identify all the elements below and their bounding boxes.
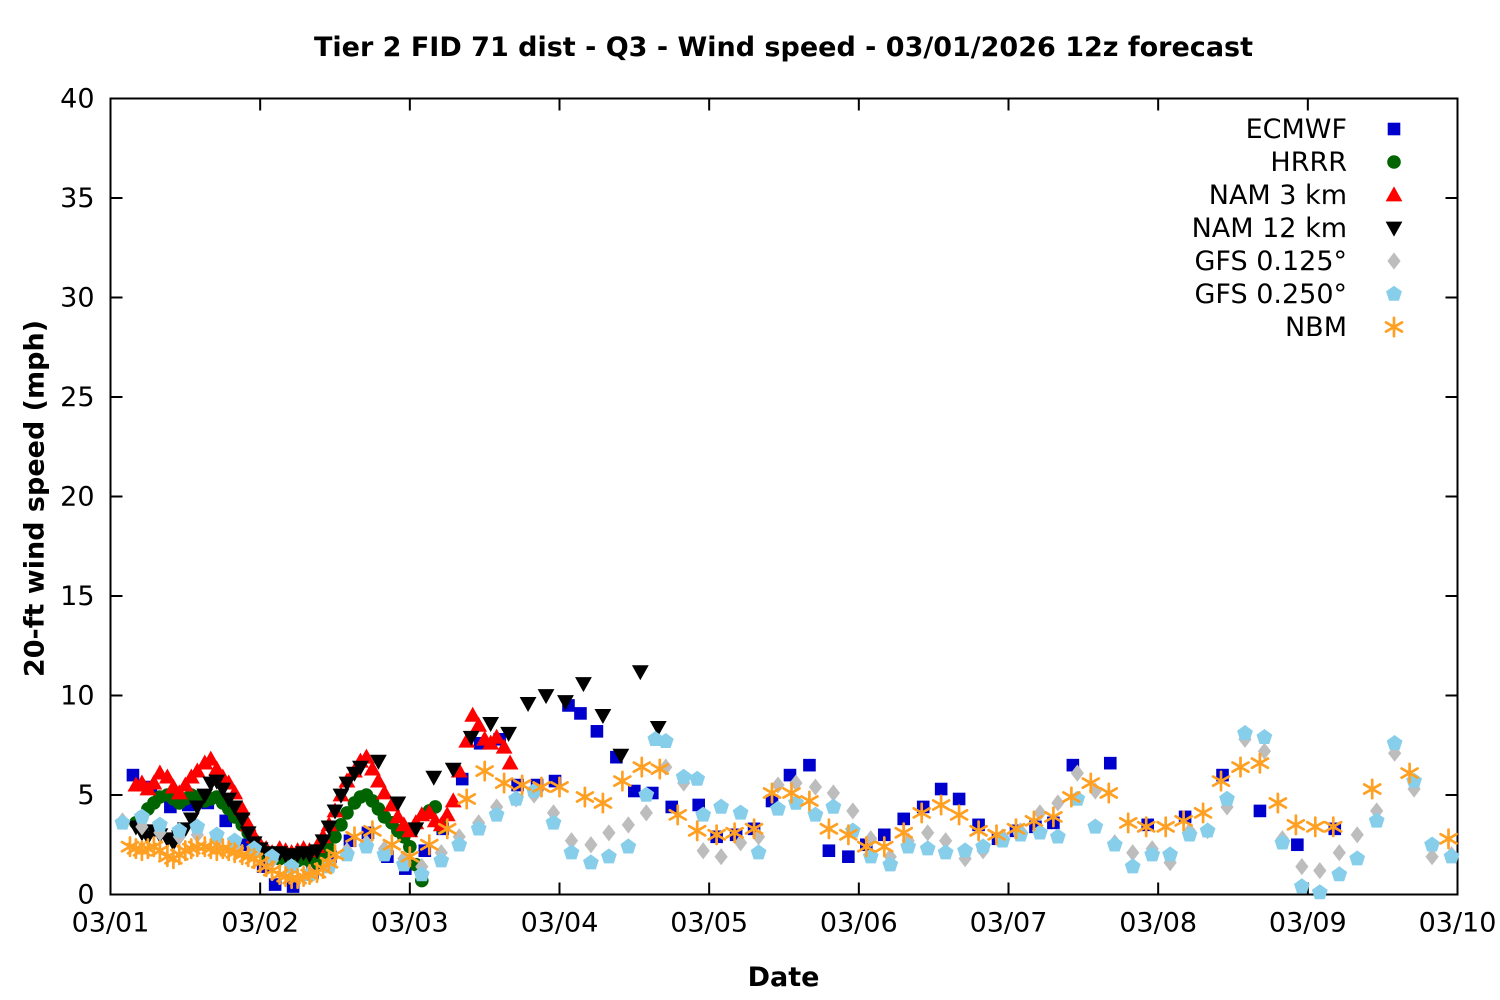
y-tick-label: 40 <box>60 84 94 115</box>
legend-label-gfs-0-250-: GFS 0.250° <box>1195 279 1348 310</box>
legend-marker-circle-icon <box>1387 155 1401 169</box>
y-tick-label: 35 <box>60 183 94 214</box>
y-tick-label: 5 <box>77 780 94 811</box>
y-tick-label: 10 <box>60 681 94 712</box>
legend-marker-pentagon-icon <box>1386 285 1402 301</box>
x-tick-label: 03/05 <box>670 908 748 939</box>
chart-title: Tier 2 FID 71 dist - Q3 - Wind speed - 0… <box>313 32 1254 63</box>
series-gfs-0-250- <box>114 725 1460 900</box>
x-tick-label: 03/09 <box>1269 908 1347 939</box>
y-tick-label: 15 <box>60 581 94 612</box>
y-tick-label: 25 <box>60 382 94 413</box>
legend-label-nam-12-km: NAM 12 km <box>1192 213 1347 244</box>
x-tick-label: 03/08 <box>1119 908 1197 939</box>
legend-marker-diamond-icon <box>1387 252 1401 270</box>
series-nbm <box>120 752 1458 890</box>
legend-marker-triangle-up-icon <box>1385 186 1403 202</box>
x-axis-label: Date <box>747 962 820 993</box>
legend-marker-asterisk-icon <box>1384 316 1404 338</box>
legend-label-gfs-0-125-: GFS 0.125° <box>1195 246 1348 277</box>
legend-label-nbm: NBM <box>1285 312 1347 343</box>
x-axis-ticks: 03/01 03/02 03/03 03/04 03/05 03/06 03/07 03/08… <box>72 98 1497 939</box>
y-axis-ticks: 0 5 10 15 20 25 30 35 40 <box>60 84 1458 911</box>
x-tick-label: 03/07 <box>970 908 1048 939</box>
y-tick-label: 20 <box>60 482 94 513</box>
legend-label-ecmwf: ECMWF <box>1246 114 1347 145</box>
x-tick-label: 03/04 <box>521 908 599 939</box>
x-tick-label: 03/06 <box>820 908 898 939</box>
x-tick-label: 03/10 <box>1419 908 1497 939</box>
y-tick-label: 0 <box>77 880 94 911</box>
legend-label-nam-3-km: NAM 3 km <box>1209 180 1347 211</box>
series-nam-12-km <box>127 665 667 866</box>
x-tick-label: 03/01 <box>72 908 150 939</box>
legend-marker-triangle-down-icon <box>1385 221 1403 237</box>
y-tick-label: 30 <box>60 283 94 314</box>
legend-label-hrrr: HRRR <box>1270 147 1347 178</box>
legend-marker-square-icon <box>1387 122 1401 136</box>
x-tick-label: 03/03 <box>371 908 449 939</box>
x-tick-label: 03/02 <box>221 908 299 939</box>
